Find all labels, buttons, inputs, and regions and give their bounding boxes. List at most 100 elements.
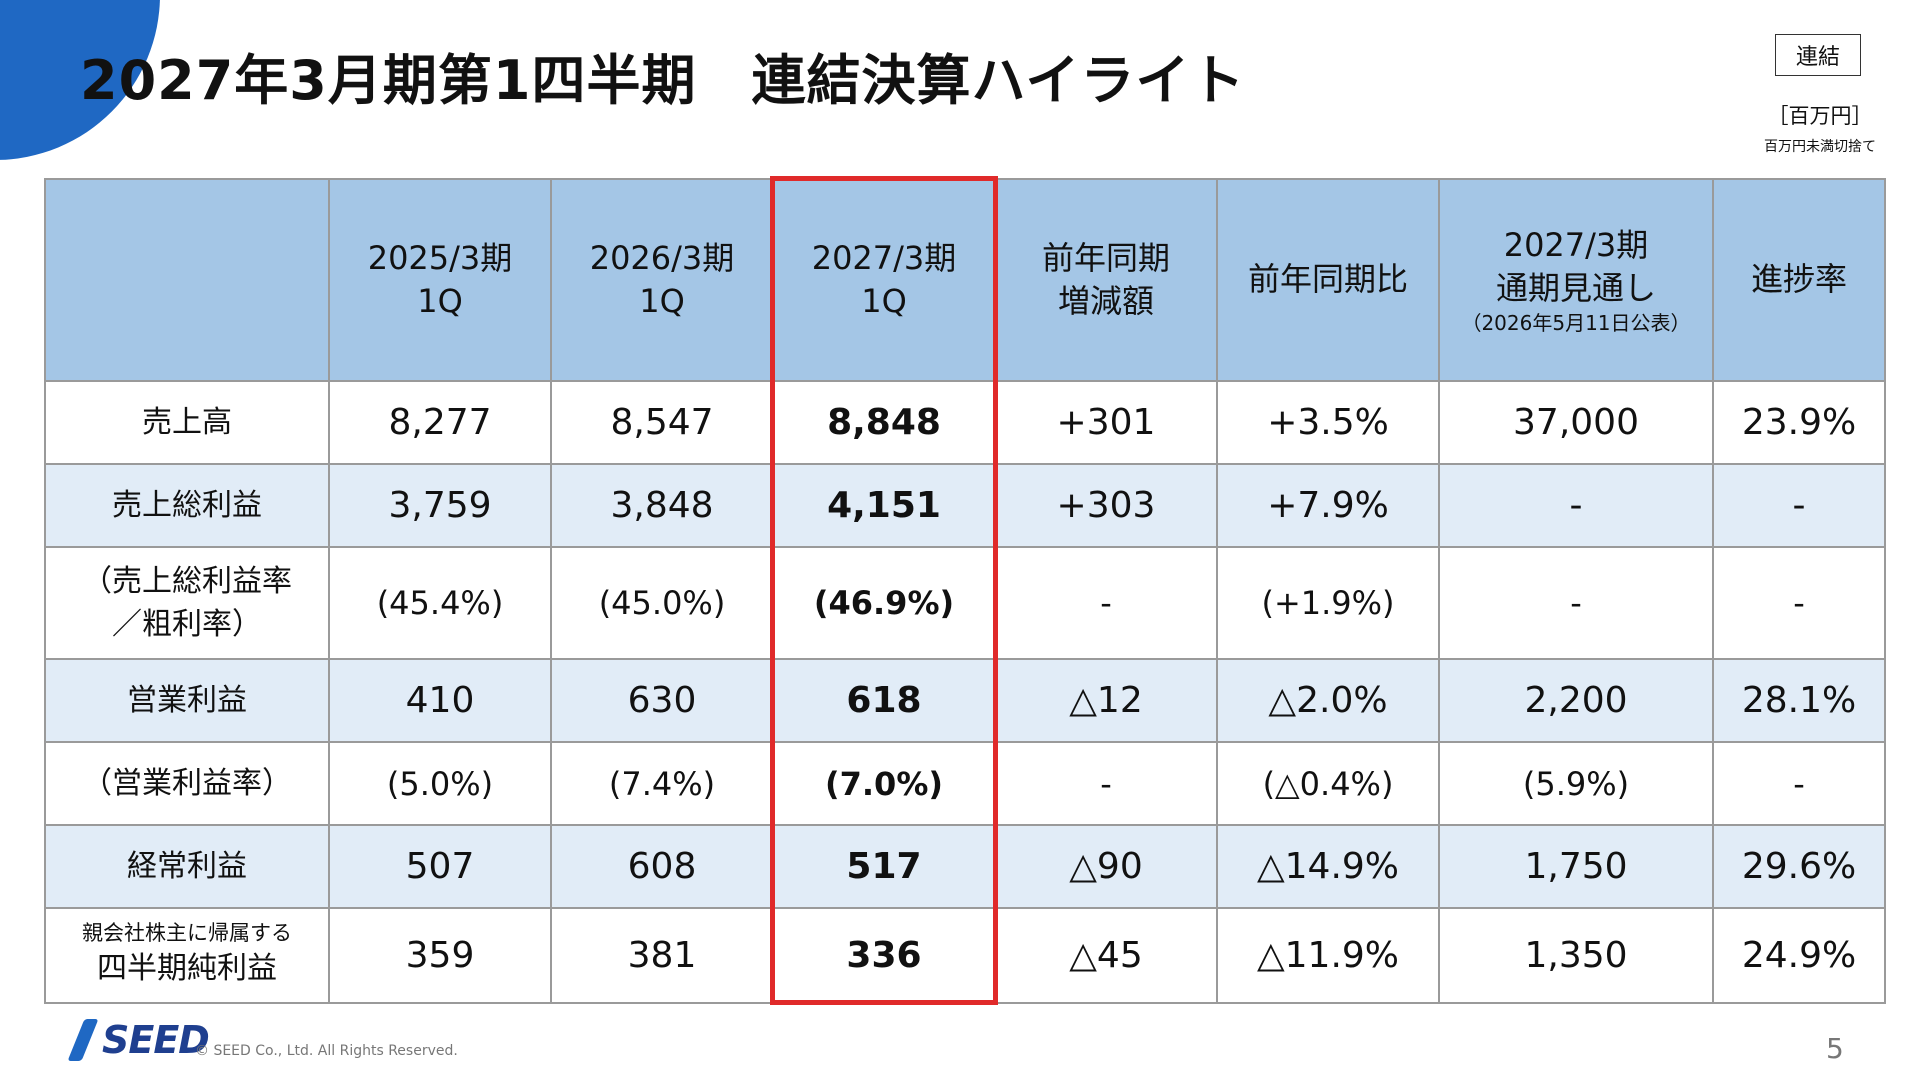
cell-forecast: 1,350: [1438, 907, 1714, 1004]
corner-decoration: [0, 0, 160, 160]
cell-yoy-change: △90: [994, 824, 1218, 909]
header-line: 増減額: [1057, 282, 1154, 320]
cell-forecast: (5.9%): [1438, 741, 1714, 826]
cell-fy2026: 630: [550, 658, 774, 743]
cell-yoy-change: +303: [994, 463, 1218, 548]
cell-fy2027: (46.9%): [772, 546, 996, 660]
cell-yoy-ratio: △14.9%: [1216, 824, 1440, 909]
cell-forecast: 1,750: [1438, 824, 1714, 909]
cell-yoy-ratio: (+1.9%): [1216, 546, 1440, 660]
header-fy2026-1q: 2026/3期 1Q: [550, 178, 774, 382]
header-line: 前年同期: [1041, 238, 1170, 277]
cell-fy2027: 517: [772, 824, 996, 909]
scope-badge: 連結: [1775, 34, 1861, 76]
row-label-line: 親会社株主に帰属する: [82, 921, 292, 946]
header-line: 1Q: [861, 282, 907, 320]
header-forecast-date: （2026年5月11日公表）: [1461, 311, 1691, 336]
row-label: 親会社株主に帰属する 四半期純利益: [44, 907, 330, 1004]
unit-label: ［百万円］: [1767, 104, 1873, 128]
row-label: （営業利益率）: [44, 741, 330, 826]
header-line: 2025/3期: [367, 238, 513, 277]
row-net-income: 親会社株主に帰属する 四半期純利益 359 381 336 △45 △11.9%…: [44, 907, 1886, 1004]
row-label-line: ／粗利率）: [112, 607, 262, 642]
cell-progress: 28.1%: [1712, 658, 1886, 743]
cell-fy2027: 618: [772, 658, 996, 743]
cell-fy2025: (45.4%): [328, 546, 552, 660]
header-yoy-change: 前年同期 増減額: [994, 178, 1218, 382]
cell-progress: 29.6%: [1712, 824, 1886, 909]
header-line: 1Q: [639, 282, 685, 320]
header-line: 2026/3期: [589, 238, 735, 277]
header-fy2027-1q: 2027/3期 1Q: [772, 178, 996, 382]
cell-fy2026: (45.0%): [550, 546, 774, 660]
row-label-line: 四半期純利益: [97, 951, 277, 987]
row-label: 売上高: [44, 380, 330, 465]
cell-fy2027: 336: [772, 907, 996, 1004]
cell-yoy-change: △45: [994, 907, 1218, 1004]
cell-forecast: 37,000: [1438, 380, 1714, 465]
cell-fy2025: 8,277: [328, 380, 552, 465]
financial-highlights-table: 2025/3期 1Q 2026/3期 1Q 2027/3期 1Q 前年同期 増減…: [44, 178, 1886, 1004]
cell-fy2026: 3,848: [550, 463, 774, 548]
cell-fy2027: (7.0%): [772, 741, 996, 826]
cell-yoy-ratio: △2.0%: [1216, 658, 1440, 743]
header-fy2025-1q: 2025/3期 1Q: [328, 178, 552, 382]
cell-progress: 24.9%: [1712, 907, 1886, 1004]
header-corner: [44, 178, 330, 382]
cell-fy2025: 3,759: [328, 463, 552, 548]
cell-progress: -: [1712, 546, 1886, 660]
cell-yoy-ratio: +7.9%: [1216, 463, 1440, 548]
cell-yoy-change: -: [994, 741, 1218, 826]
row-label: （売上総利益率 ／粗利率）: [44, 546, 330, 660]
cell-fy2026: 8,547: [550, 380, 774, 465]
cell-fy2026: 608: [550, 824, 774, 909]
cell-yoy-ratio: △11.9%: [1216, 907, 1440, 1004]
cell-fy2025: (5.0%): [328, 741, 552, 826]
cell-fy2025: 359: [328, 907, 552, 1004]
row-gross-profit: 売上総利益 3,759 3,848 4,151 +303 +7.9% - -: [44, 463, 1886, 548]
company-logo: SEED: [70, 1018, 210, 1062]
cell-yoy-ratio: +3.5%: [1216, 380, 1440, 465]
cell-progress: 23.9%: [1712, 380, 1886, 465]
cell-fy2027: 8,848: [772, 380, 996, 465]
row-label-line: （売上総利益率: [82, 563, 292, 599]
header-line: 進捗率: [1750, 260, 1847, 299]
cell-fy2026: 381: [550, 907, 774, 1004]
row-operating-margin: （営業利益率） (5.0%) (7.4%) (7.0%) - (△0.4%) (…: [44, 741, 1886, 826]
header-line: 通期見通し: [1495, 269, 1656, 307]
cell-progress: -: [1712, 741, 1886, 826]
cell-progress: -: [1712, 463, 1886, 548]
row-ordinary-profit: 経常利益 507 608 517 △90 △14.9% 1,750 29.6%: [44, 824, 1886, 909]
header-line: 前年同期比: [1247, 260, 1408, 299]
seed-logo-icon: [70, 1019, 98, 1061]
table-header-row: 2025/3期 1Q 2026/3期 1Q 2027/3期 1Q 前年同期 増減…: [44, 178, 1886, 382]
cell-yoy-ratio: (△0.4%): [1216, 741, 1440, 826]
header-line: 1Q: [417, 282, 463, 320]
cell-yoy-change: +301: [994, 380, 1218, 465]
header-progress-rate: 進捗率: [1712, 178, 1886, 382]
header-line: 2027/3期: [1503, 225, 1649, 264]
unit-note: 百万円未満切捨て: [1764, 139, 1876, 155]
row-operating-profit: 営業利益 410 630 618 △12 △2.0% 2,200 28.1%: [44, 658, 1886, 743]
row-net-sales: 売上高 8,277 8,547 8,848 +301 +3.5% 37,000 …: [44, 380, 1886, 465]
cell-forecast: 2,200: [1438, 658, 1714, 743]
header-full-year-forecast: 2027/3期 通期見通し （2026年5月11日公表）: [1438, 178, 1714, 382]
cell-yoy-change: -: [994, 546, 1218, 660]
row-label: 営業利益: [44, 658, 330, 743]
logo-text: SEED: [102, 1018, 210, 1062]
cell-forecast: -: [1438, 463, 1714, 548]
header-yoy-ratio: 前年同期比: [1216, 178, 1440, 382]
cell-fy2027: 4,151: [772, 463, 996, 548]
page-title: 2027年3月期第1四半期 連結決算ハイライト: [80, 49, 1246, 112]
cell-fy2026: (7.4%): [550, 741, 774, 826]
cell-fy2025: 410: [328, 658, 552, 743]
row-label: 売上総利益: [44, 463, 330, 548]
cell-forecast: -: [1438, 546, 1714, 660]
row-gross-margin: （売上総利益率 ／粗利率） (45.4%) (45.0%) (46.9%) - …: [44, 546, 1886, 660]
cell-yoy-change: △12: [994, 658, 1218, 743]
copyright: © SEED Co., Ltd. All Rights Reserved.: [195, 1043, 458, 1059]
header-line: 2027/3期: [811, 238, 957, 277]
cell-fy2025: 507: [328, 824, 552, 909]
row-label: 経常利益: [44, 824, 330, 909]
page-number: 5: [1826, 1032, 1844, 1065]
